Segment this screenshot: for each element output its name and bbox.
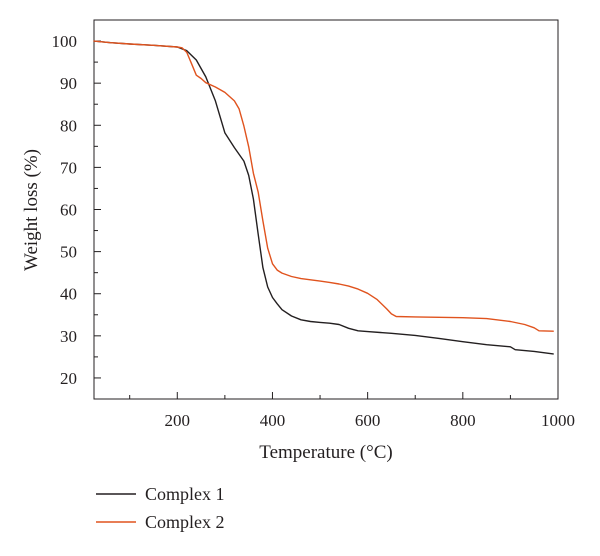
legend-label-complex-2: Complex 2 bbox=[145, 512, 225, 532]
plot-frame bbox=[93, 19, 559, 400]
x-tick-label: 400 bbox=[260, 411, 286, 430]
series-lines bbox=[93, 40, 554, 355]
series-line-complex-1 bbox=[93, 40, 554, 355]
x-tick-label: 1000 bbox=[541, 411, 575, 430]
x-axis-title: Temperature (°C) bbox=[259, 442, 392, 463]
y-tick-label: 50 bbox=[60, 243, 77, 262]
axis-ticks bbox=[94, 40, 559, 399]
y-tick-label: 40 bbox=[60, 285, 77, 304]
y-axis-title: Weight loss (%) bbox=[21, 149, 42, 271]
y-tick-label: 60 bbox=[60, 201, 77, 220]
legend: Complex 1 Complex 2 bbox=[96, 484, 225, 532]
y-tick-label: 90 bbox=[60, 74, 77, 93]
x-tick-label: 800 bbox=[450, 411, 476, 430]
x-tick-label: 200 bbox=[165, 411, 191, 430]
legend-label-complex-1: Complex 1 bbox=[145, 484, 225, 504]
axis-tick-labels: 200 400 600 800 1000 20 30 40 50 60 70 80 90 100 bbox=[52, 32, 576, 430]
y-tick-label: 30 bbox=[60, 327, 77, 346]
series-line-complex-2 bbox=[93, 40, 554, 332]
y-tick-label: 20 bbox=[60, 369, 77, 388]
y-tick-label: 100 bbox=[52, 32, 78, 51]
y-tick-label: 80 bbox=[60, 116, 77, 135]
x-tick-label: 600 bbox=[355, 411, 381, 430]
y-tick-label: 70 bbox=[60, 158, 77, 177]
